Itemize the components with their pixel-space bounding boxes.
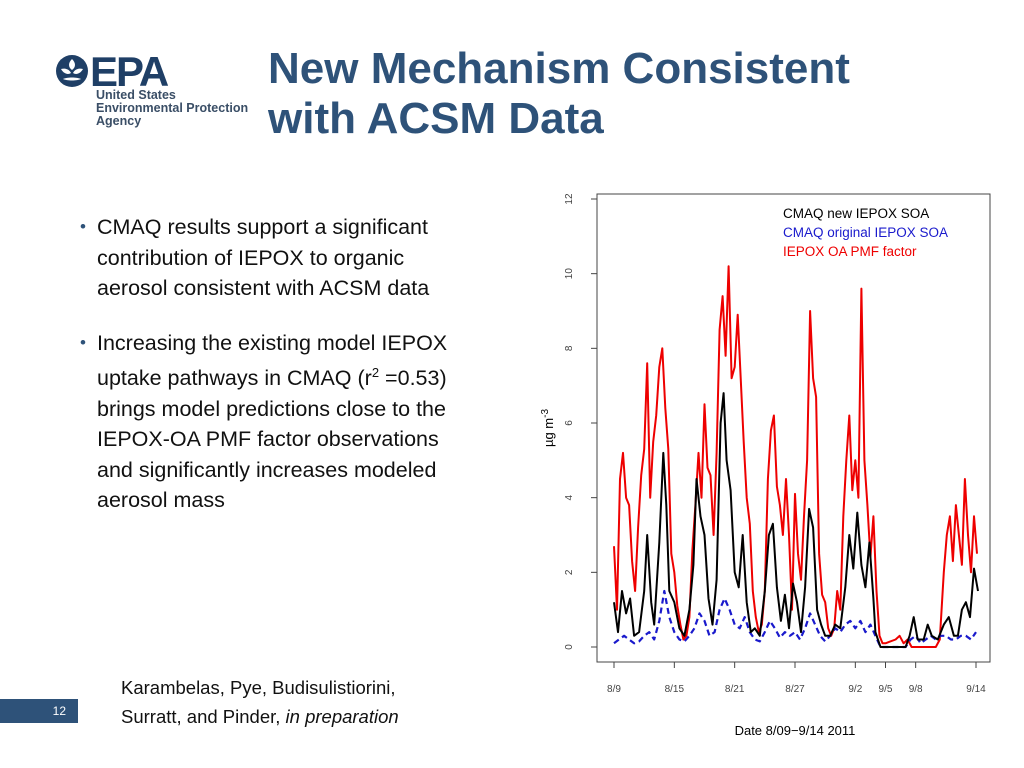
x-tick-label: 9/8 — [909, 684, 923, 695]
y-tick-label: 10 — [564, 268, 575, 280]
logo-line-2: Environmental Protection — [96, 101, 249, 115]
legend-entry: CMAQ new IEPOX SOA — [783, 206, 929, 221]
citation-authors: Surratt, and Pinder, — [121, 706, 286, 727]
slide-title-line-2: with ACSM Data — [268, 94, 604, 143]
y-axis-label-exponent: -3 — [540, 409, 551, 418]
epa-logo: EPA United States Environmental Protecti… — [55, 48, 250, 132]
bullet-text: CMAQ results support a significant contr… — [97, 215, 430, 300]
bullet-item: Increasing the existing model IEPOX upta… — [80, 328, 460, 516]
x-tick-label: 9/14 — [966, 684, 986, 695]
logo-line-1: United States — [96, 88, 176, 102]
x-tick-label: 9/5 — [879, 684, 893, 695]
citation-line-1: Karambelas, Pye, Budisulistiorini, — [121, 677, 396, 698]
logo-line-3: Agency — [96, 114, 142, 128]
y-tick-label: 12 — [564, 193, 575, 205]
slide-title: New Mechanism Consistent with ACSM Data — [268, 44, 850, 144]
legend-entry: CMAQ original IEPOX SOA — [783, 225, 948, 240]
page-number: 12 — [52, 704, 66, 718]
y-tick-label: 0 — [564, 644, 575, 650]
citation: Karambelas, Pye, Budisulistiorini, Surra… — [121, 673, 399, 731]
bullet-item: CMAQ results support a significant contr… — [80, 212, 460, 304]
y-axis-label: µg m-3 — [540, 409, 556, 448]
epa-wordmark: EPA — [90, 48, 169, 95]
y-tick-label: 8 — [564, 345, 575, 351]
citation-line-2: Surratt, and Pinder, in preparation — [121, 702, 399, 731]
legend-entry: IEPOX OA PMF factor — [783, 244, 917, 259]
bullet-text-post: =0.53) brings model predictions close to… — [97, 366, 447, 513]
bullet-list: CMAQ results support a significant contr… — [80, 212, 460, 540]
y-tick-label: 2 — [564, 569, 575, 575]
bullet-superscript: 2 — [371, 365, 380, 380]
y-tick-label: 4 — [564, 494, 575, 500]
series-line-3 — [613, 265, 978, 648]
bullet-text-pre: Increasing the existing model IEPOX upta… — [97, 330, 448, 391]
x-tick-label: 8/21 — [725, 684, 745, 695]
epa-flower-icon — [56, 55, 88, 87]
slide-title-line-1: New Mechanism Consistent — [268, 44, 850, 93]
x-axis-label: Date 8/09−9/14 2011 — [735, 723, 856, 738]
x-tick-label: 8/9 — [607, 684, 621, 695]
x-tick-label: 9/2 — [848, 684, 862, 695]
page-number-badge: 12 — [0, 699, 78, 723]
x-tick-label: 8/15 — [665, 684, 685, 695]
plot-frame — [596, 193, 991, 663]
x-tick-label: 8/27 — [785, 684, 805, 695]
citation-status: in preparation — [285, 706, 399, 727]
series-line-1 — [613, 392, 979, 648]
y-tick-label: 6 — [564, 420, 575, 426]
time-series-chart: 0 2 4 6 8 10 12 8/9 8/15 8/21 8/27 9/2 9/5 9/8 9/14 µg … — [540, 193, 991, 738]
